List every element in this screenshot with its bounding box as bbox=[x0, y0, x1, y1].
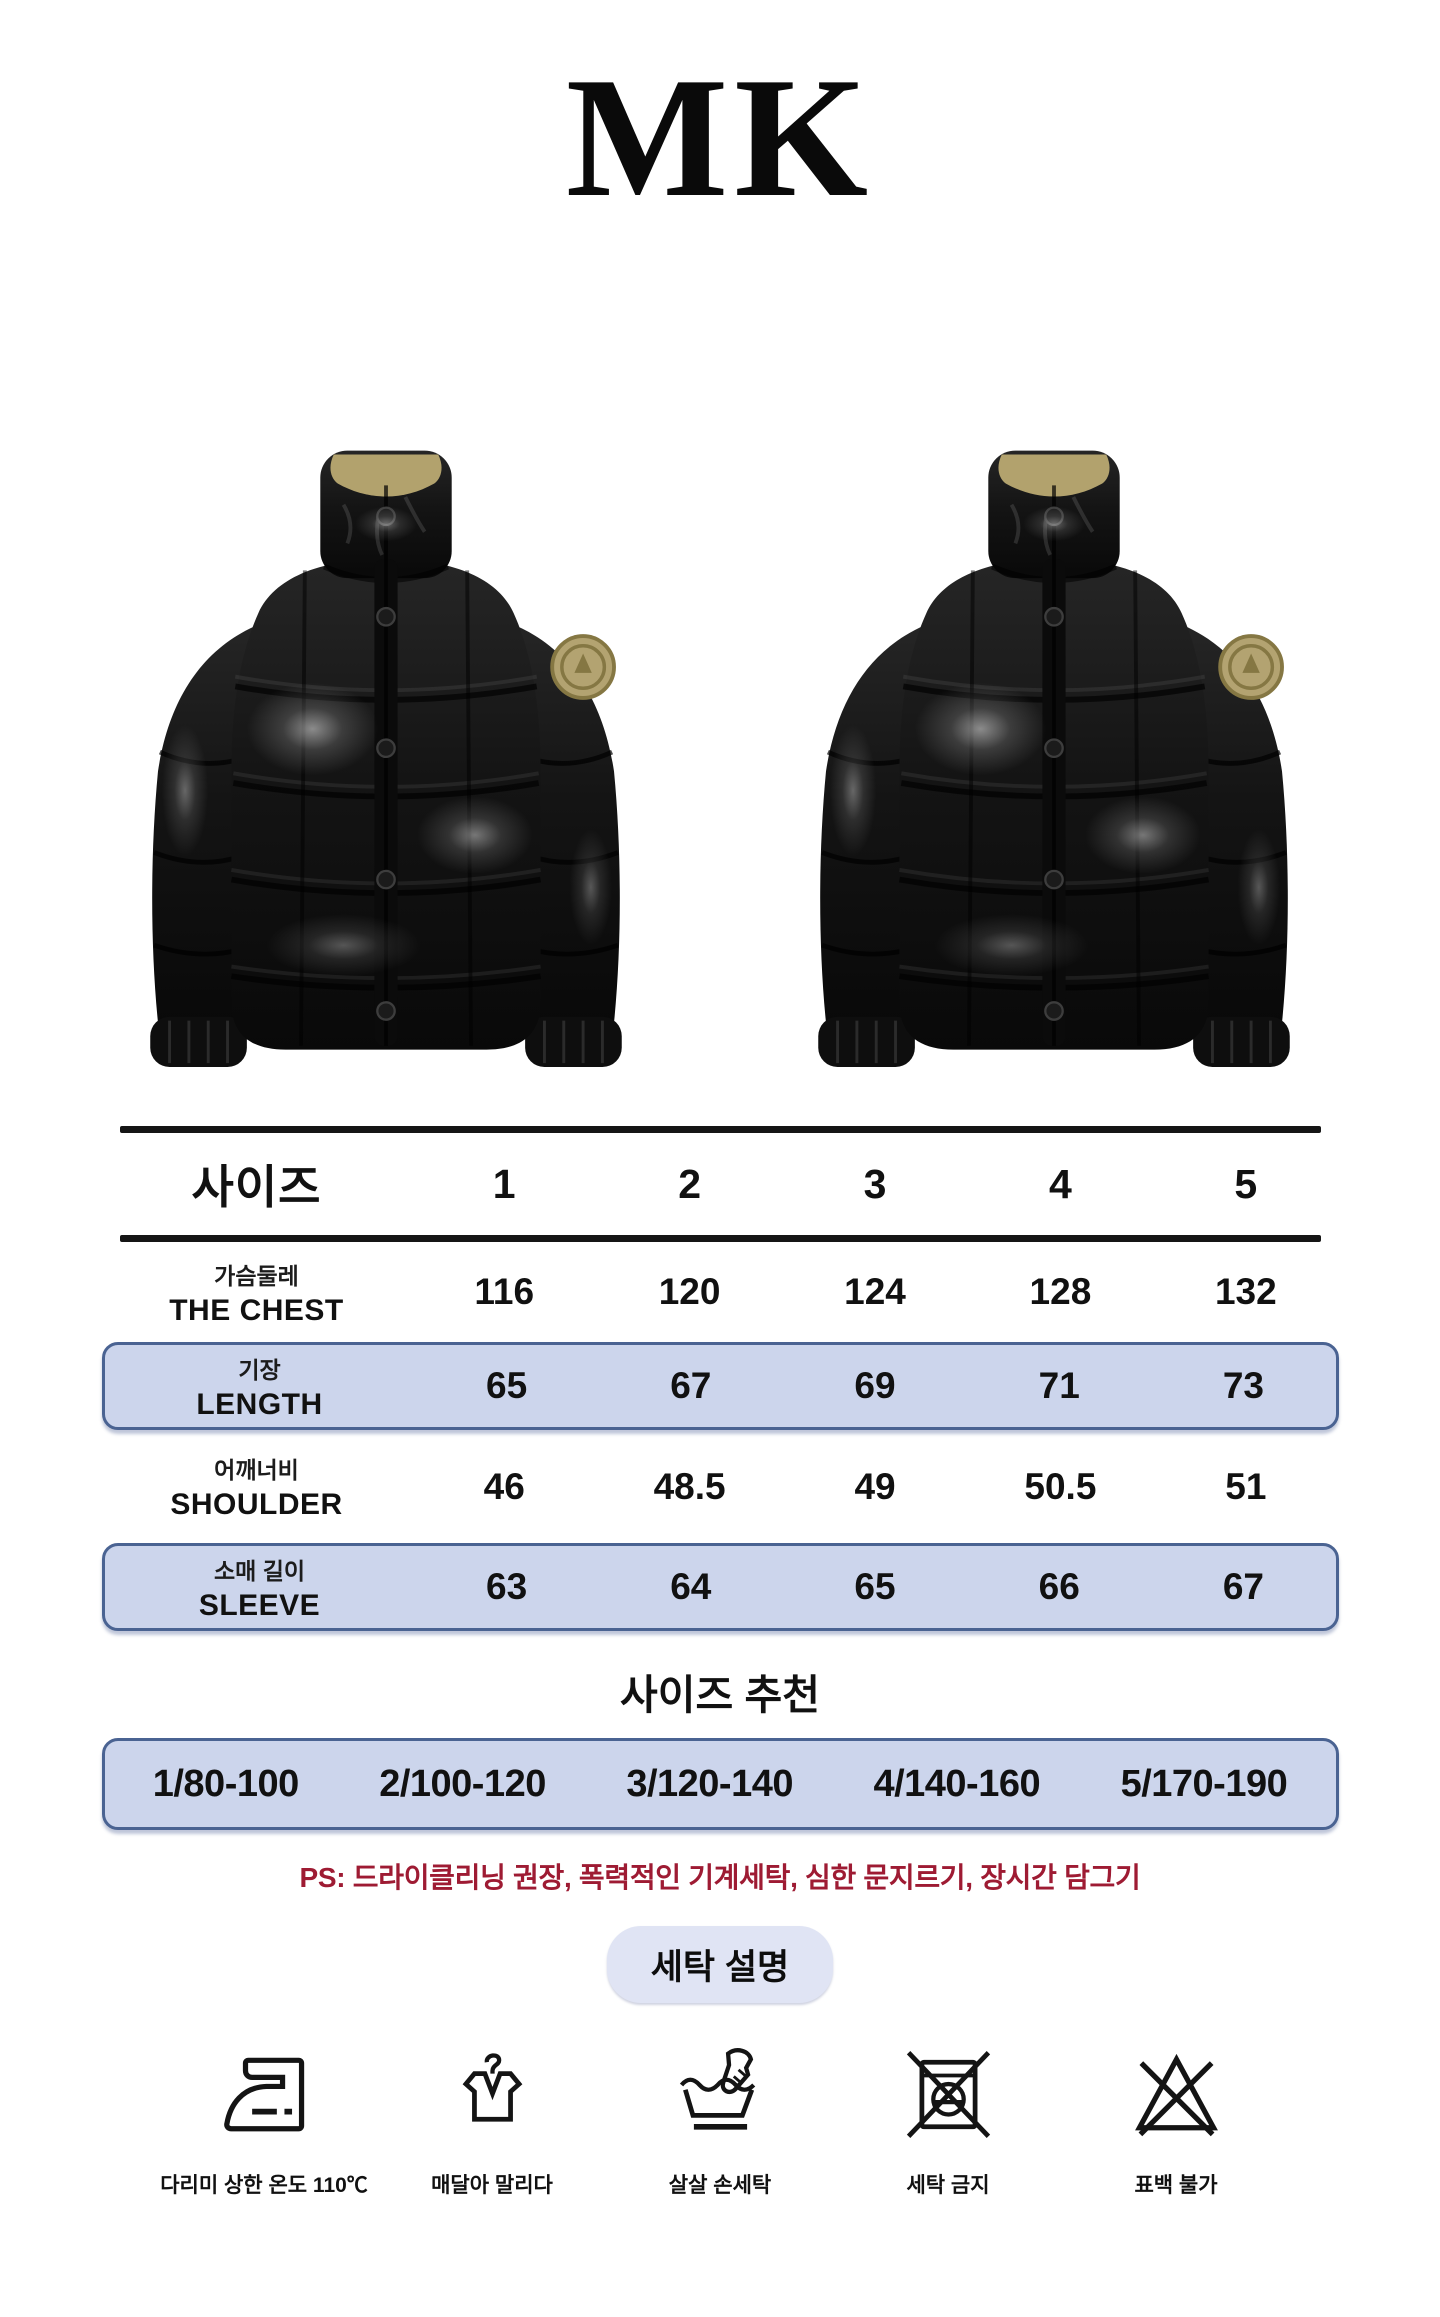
row-values: 116 120 124 128 132 bbox=[412, 1271, 1339, 1313]
size-value: 46 bbox=[483, 1465, 525, 1507]
size-value: 67 bbox=[670, 1365, 712, 1406]
size-header-label: 사이즈 bbox=[191, 1161, 322, 1213]
care-item: 다리미 상한 온도 110℃ bbox=[157, 2047, 372, 2199]
puffer-jacket-image bbox=[96, 439, 676, 1096]
size-value: 48.5 bbox=[653, 1465, 726, 1507]
row-label-english: SLEEVE bbox=[198, 1588, 321, 1622]
size-chart-row: 어깨너비 SHOULDER 46 48.5 49 50.5 51 bbox=[102, 1430, 1339, 1543]
size-range: 1/80-100 bbox=[152, 1762, 300, 1805]
wash-instructions-badge: 세탁 설명 bbox=[606, 1926, 834, 2003]
puffer-jacket-image bbox=[764, 439, 1344, 1096]
size-range: 5/170-190 bbox=[1120, 1762, 1288, 1805]
row-values: 63 64 65 66 67 bbox=[415, 1566, 1336, 1608]
size-header-number: 4 bbox=[1049, 1160, 1072, 1207]
row-label: 어깨너비 SHOULDER bbox=[102, 1451, 412, 1522]
size-header-number: 1 bbox=[492, 1160, 516, 1207]
size-value: 49 bbox=[854, 1465, 896, 1507]
product-photos bbox=[0, 224, 1440, 1102]
size-value: 64 bbox=[670, 1566, 712, 1607]
care-item: 살살 손세탁 bbox=[613, 2047, 828, 2199]
care-icons-row: 다리미 상한 온도 110℃ 매달아 말리다 살살 손세탁 세탁 금지 표백 불… bbox=[150, 2047, 1290, 2199]
row-label-english: THE CHEST bbox=[169, 1293, 344, 1327]
row-label: 기장 LENGTH bbox=[105, 1351, 415, 1422]
size-value: 71 bbox=[1038, 1365, 1080, 1406]
row-label-korean: 가슴둘레 bbox=[214, 1262, 299, 1289]
size-value: 66 bbox=[1038, 1566, 1080, 1607]
care-item-label: 매달아 말리다 bbox=[431, 2174, 553, 2197]
size-range: 2/100-120 bbox=[379, 1762, 546, 1805]
size-value: 51 bbox=[1225, 1465, 1267, 1507]
size-chart-body: 가슴둘레 THE CHEST 116 120 124 128 132 기장 LENGTH… bbox=[101, 1242, 1339, 1631]
hang-dry-icon bbox=[445, 2047, 540, 2142]
row-label-korean: 소매 길이 bbox=[213, 1557, 306, 1584]
row-label: 가슴둘레 THE CHEST bbox=[102, 1257, 412, 1328]
size-range: 3/120-140 bbox=[626, 1762, 793, 1805]
iron-low-heat-icon bbox=[217, 2047, 312, 2142]
table-rule-top bbox=[119, 1126, 1321, 1133]
size-header-number: 5 bbox=[1234, 1160, 1258, 1207]
table-rule-under-header bbox=[119, 1235, 1321, 1242]
hand-wash-icon bbox=[673, 2047, 768, 2142]
jacket-front-photo-2 bbox=[764, 439, 1344, 1096]
care-item-label: 살살 손세탁 bbox=[668, 2174, 772, 2197]
size-chart-row: 가슴둘레 THE CHEST 116 120 124 128 132 bbox=[102, 1242, 1339, 1342]
size-value: 67 bbox=[1222, 1566, 1264, 1607]
row-values: 65 67 69 71 73 bbox=[415, 1365, 1336, 1407]
size-header-values: 1 2 3 4 5 bbox=[412, 1161, 1339, 1208]
care-item: 표백 불가 bbox=[1069, 2047, 1284, 2199]
row-label-english: SHOULDER bbox=[170, 1488, 343, 1521]
size-value: 128 bbox=[1029, 1271, 1092, 1312]
care-item-label: 다리미 상한 온도 110℃ bbox=[160, 2174, 368, 2197]
no-machine-wash-icon bbox=[901, 2047, 996, 2142]
care-item-label: 세탁 금지 bbox=[906, 2174, 990, 2197]
size-value: 73 bbox=[1222, 1365, 1264, 1406]
brand-logo: MK bbox=[565, 43, 875, 233]
size-header-number: 3 bbox=[863, 1160, 887, 1207]
size-value: 116 bbox=[474, 1271, 535, 1312]
size-value: 132 bbox=[1214, 1271, 1277, 1312]
size-value: 120 bbox=[658, 1271, 721, 1312]
size-header-number: 2 bbox=[678, 1160, 702, 1207]
size-chart-header-row: 사이즈 1 2 3 4 5 bbox=[102, 1133, 1339, 1235]
size-chart-row: 소매 길이 SLEEVE 63 64 65 66 67 bbox=[101, 1543, 1339, 1631]
row-values: 46 48.5 49 50.5 51 bbox=[412, 1466, 1339, 1508]
size-chart-row: 기장 LENGTH 65 67 69 71 73 bbox=[101, 1342, 1339, 1430]
size-value: 63 bbox=[486, 1566, 528, 1607]
size-recommendation-row: 1/80-100 2/100-120 3/120-140 4/140-160 5/170… bbox=[101, 1738, 1339, 1830]
size-chart: 사이즈 1 2 3 4 5 가슴둘레 THE CHEST 116 120 124 128 132… bbox=[101, 1126, 1339, 1631]
care-item: 매달아 말리다 bbox=[385, 2047, 600, 2199]
row-label: 소매 길이 SLEEVE bbox=[105, 1552, 415, 1623]
row-label-english: LENGTH bbox=[196, 1387, 323, 1421]
row-label-korean: 기장 bbox=[238, 1356, 281, 1383]
no-bleach-icon bbox=[1129, 2047, 1224, 2142]
jacket-front-photo-1 bbox=[96, 439, 676, 1096]
size-value: 124 bbox=[844, 1271, 906, 1312]
size-value: 65 bbox=[486, 1365, 528, 1406]
size-range: 4/140-160 bbox=[873, 1762, 1041, 1805]
size-value: 50.5 bbox=[1024, 1465, 1097, 1507]
size-value: 69 bbox=[854, 1365, 896, 1406]
care-item-label: 표백 불가 bbox=[1134, 2174, 1218, 2197]
row-label-korean: 어깨너비 bbox=[214, 1457, 299, 1483]
size-value: 65 bbox=[854, 1566, 896, 1607]
care-warning-text: PS: 드라이클리닝 권장, 폭력적인 기계세탁, 심한 문지르기, 장시간 담… bbox=[299, 1862, 1141, 1893]
size-recommendation-title: 사이즈 추천 bbox=[620, 1672, 820, 1718]
care-item: 세탁 금지 bbox=[841, 2047, 1056, 2199]
